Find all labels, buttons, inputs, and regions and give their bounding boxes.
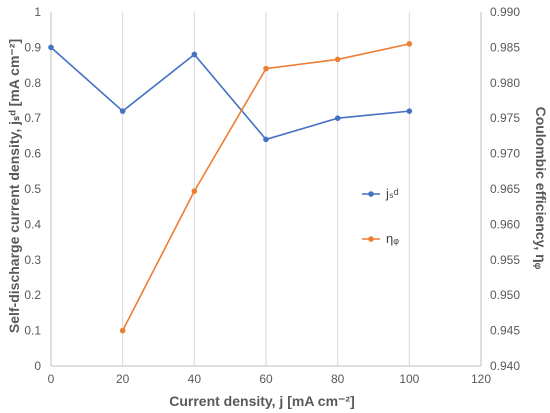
- data-point-series-2: [263, 65, 269, 72]
- data-point-series-1: [263, 136, 269, 143]
- right-y-tick-label: 0.940: [490, 359, 520, 373]
- right-y-tick-label: 0.990: [490, 5, 520, 19]
- right-y-tick-label: 0.975: [490, 111, 520, 125]
- legend-label: jₛᵈ: [385, 186, 399, 201]
- right-y-tick-label: 0.955: [490, 253, 520, 267]
- left-y-tick-label: 0.4: [24, 217, 41, 231]
- x-tick-label: 40: [188, 372, 202, 386]
- left-y-tick-labels: 0 0.1 0.2 0.3 0.4 0.5 0.6 0.7 0.8 0.9 1: [24, 5, 41, 373]
- x-axis-title: Current density, j [mA cm⁻²]: [169, 393, 355, 409]
- legend-swatch-marker: [368, 191, 374, 197]
- x-tick-labels: 0 20 40 60 80 100 120: [48, 372, 492, 386]
- data-point-series-2: [334, 56, 341, 63]
- data-point-series-2: [191, 188, 198, 194]
- right-y-tick-label: 0.960: [490, 217, 520, 231]
- left-y-tick-label: 0.5: [24, 182, 41, 196]
- x-tick-label: 100: [399, 372, 419, 386]
- gridlines: [50, 12, 482, 366]
- data-point-series-2: [119, 327, 126, 334]
- legend-label: ηᵩ: [386, 231, 399, 246]
- x-tick-label: 120: [471, 372, 491, 386]
- x-tick-label: 60: [259, 372, 273, 386]
- left-y-tick-label: 0.1: [24, 324, 41, 338]
- right-y-tick-label: 0.980: [490, 76, 520, 90]
- x-tick-label: 20: [116, 372, 130, 386]
- x-tick-label: 80: [331, 372, 345, 386]
- left-y-tick-label: 1: [34, 5, 41, 19]
- axes: [50, 12, 482, 367]
- left-y-tick-label: 0.7: [24, 111, 41, 125]
- right-y-tick-label: 0.965: [490, 182, 520, 196]
- data-point-series-1: [191, 51, 198, 58]
- left-y-tick-label: 0: [34, 359, 41, 373]
- legend-swatch-marker: [368, 236, 374, 242]
- right-y-tick-label: 0.970: [490, 147, 520, 161]
- left-y-tick-label: 0.2: [24, 288, 41, 302]
- left-y-tick-label: 0.3: [24, 253, 41, 267]
- right-y-tick-label: 0.950: [490, 288, 520, 302]
- data-point-series-1: [406, 108, 413, 114]
- right-y-axis-title: Coulombic efficiency, ηᵩ: [533, 107, 549, 270]
- right-y-tick-labels: 0.940 0.945 0.950 0.955 0.960 0.965 0.970 0.975…: [490, 5, 520, 373]
- x-tick-label: 0: [48, 372, 55, 386]
- data-point-series-1: [334, 115, 341, 121]
- data-point-series-2: [406, 41, 413, 47]
- left-y-tick-label: 0.8: [24, 76, 41, 90]
- right-y-tick-label: 0.945: [490, 324, 520, 338]
- series-line-1: [50, 46, 410, 141]
- right-y-tick-label: 0.985: [490, 40, 520, 54]
- left-y-axis-title: Self-discharge current density, jₛᵈ [mA …: [6, 39, 22, 333]
- left-y-tick-label: 0.6: [24, 147, 41, 161]
- left-y-tick-label: 0.9: [24, 40, 41, 54]
- data-point-series-1: [119, 108, 126, 114]
- series-group: [48, 41, 413, 334]
- data-point-series-1: [48, 44, 54, 51]
- legend: jₛᵈ ηᵩ: [362, 186, 399, 246]
